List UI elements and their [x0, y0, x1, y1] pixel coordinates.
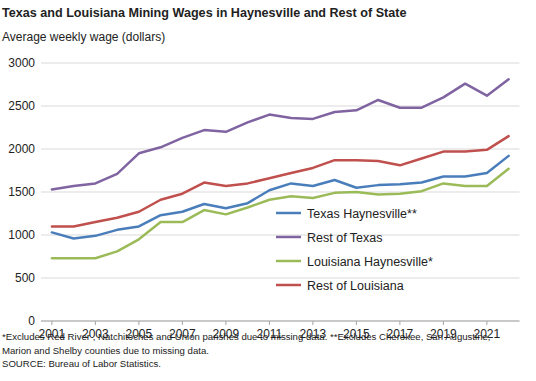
legend-swatch [276, 260, 301, 263]
chart-svg: Texas and Louisiana Mining Wages in Hayn… [0, 0, 536, 381]
footnote: *Excludes Red River , Natchitoches and U… [2, 331, 327, 342]
x-tick [356, 321, 357, 325]
y-tick-label: 0 [28, 314, 35, 328]
grid-line [41, 149, 520, 150]
grid-line [41, 278, 520, 279]
footnotes: *Excludes Red River , Natchitoches and U… [2, 330, 522, 371]
x-tick [443, 321, 444, 325]
series-line [52, 136, 509, 226]
source: SOURCE: Bureau of Labor Statistics. [2, 358, 161, 369]
title: Texas and Louisiana Mining Wages in Hayn… [2, 6, 407, 20]
x-tick [182, 321, 183, 325]
grid-line [41, 235, 520, 236]
chart-wrap: Texas and Louisiana Mining Wages in Hayn… [0, 0, 536, 381]
x-tick [486, 321, 487, 325]
x-tick [51, 321, 52, 325]
series-line [52, 169, 509, 258]
series-line [52, 79, 509, 189]
y-tick-label: 2500 [8, 99, 35, 113]
x-tick [225, 321, 226, 325]
legend-label: Rest of Texas [307, 231, 383, 245]
x-tick [138, 321, 139, 325]
y-tick-label: 500 [15, 271, 35, 285]
grid-line [41, 192, 520, 193]
grid-line [41, 106, 520, 107]
y-tick-label: 1500 [8, 185, 35, 199]
legend-label: Rest of Louisiana [307, 279, 404, 293]
x-tick [269, 321, 270, 325]
grid-line [41, 63, 520, 64]
y-tick-label: 1000 [8, 228, 35, 242]
plot-area [52, 79, 509, 258]
x-tick [399, 321, 400, 325]
legend-swatch [276, 284, 301, 287]
x-tick [95, 321, 96, 325]
legend-swatch [276, 212, 301, 215]
legend-swatch [276, 236, 301, 239]
legend-label: Louisiana Haynesville* [307, 255, 433, 269]
y-tick-label: 3000 [8, 56, 35, 70]
x-axis-line [41, 321, 520, 322]
y-tick-label: 2000 [8, 142, 35, 156]
grid-line [41, 321, 520, 322]
x-tick [312, 321, 313, 325]
subtitle: Average weekly wage (dollars) [2, 30, 165, 44]
legend-label: Texas Haynesville** [307, 207, 417, 221]
